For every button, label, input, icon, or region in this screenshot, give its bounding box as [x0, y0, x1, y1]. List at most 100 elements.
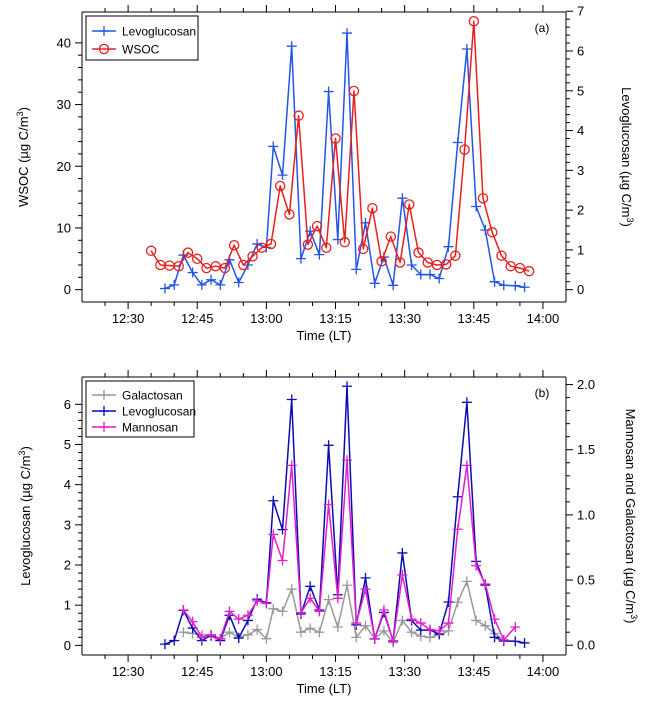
series-mannosan: [178, 455, 521, 647]
data-point: [233, 633, 244, 644]
data-point: [498, 635, 509, 646]
data-point: [323, 594, 334, 605]
data-point: [265, 238, 277, 250]
data-point: [510, 280, 521, 291]
data-point: [415, 618, 426, 629]
label-part: g C/m: [619, 183, 634, 218]
data-point: [385, 231, 397, 242]
data-point: [468, 16, 480, 27]
data-point: [461, 397, 472, 408]
y-right-tick-label: 7: [577, 4, 584, 19]
data-point: [277, 606, 288, 617]
series-line: [164, 385, 525, 645]
x-axis-title: Time (LT): [297, 328, 352, 343]
data-point: [489, 632, 500, 643]
data-point: [256, 242, 268, 253]
data-point: [450, 250, 461, 261]
data-point: [286, 394, 297, 405]
y-left-tick-label: 30: [57, 97, 71, 112]
data-point: [452, 137, 463, 148]
data-point: [268, 603, 279, 614]
data-point: [489, 276, 500, 287]
data-point: [311, 220, 323, 232]
series-line: [182, 459, 516, 643]
legend-label: Levoglucosan: [122, 25, 196, 39]
data-point: [394, 257, 406, 268]
data-point: [268, 495, 279, 506]
data-point: [443, 241, 454, 252]
y-left-axis-title: WSOC (µg C/m3): [15, 107, 31, 207]
x-tick-label: 12:30: [112, 664, 145, 679]
data-point: [360, 584, 371, 595]
x-tick-label: 13:15: [319, 664, 352, 679]
data-point: [187, 616, 198, 627]
data-point: [342, 28, 353, 39]
data-point: [459, 144, 470, 155]
y-left-tick-label: 4: [64, 477, 71, 492]
data-point: [471, 201, 482, 212]
data-point: [238, 259, 249, 271]
data-point: [286, 584, 297, 595]
data-point: [323, 499, 334, 510]
y-right-tick-label: 1.0: [577, 507, 595, 522]
legend-marker: [99, 390, 109, 400]
data-point: [268, 141, 279, 152]
y-right-tick-label: 2.0: [577, 377, 595, 392]
data-point: [510, 636, 521, 647]
legend: Galactosan Levoglucosan Mannosan: [85, 380, 196, 438]
data-point: [434, 625, 445, 636]
y-left-tick-label: 20: [57, 159, 71, 174]
data-point: [443, 596, 454, 607]
legend-marker: [99, 406, 109, 416]
data-point: [523, 265, 535, 277]
data-point: [295, 627, 306, 638]
panel-tag: (b): [535, 386, 550, 400]
data-point: [348, 85, 360, 97]
legend-label: Mannosan: [122, 421, 178, 435]
data-point: [196, 279, 207, 290]
data-point: [321, 242, 332, 253]
series-line: [150, 20, 530, 272]
data-point: [332, 621, 343, 632]
y-left-tick-label: 1: [64, 598, 71, 613]
data-point: [305, 593, 316, 604]
data-point: [378, 625, 389, 636]
y-left-tick-label: 5: [64, 437, 71, 452]
data-point: [351, 618, 362, 629]
label-part: g C/m: [18, 456, 33, 491]
data-point: [196, 632, 207, 643]
legend: Levoglucosan WSOC: [85, 15, 199, 61]
data-point: [404, 199, 415, 210]
data-point: [305, 581, 316, 592]
data-point: [224, 627, 235, 638]
x-tick-label: 12:45: [181, 664, 214, 679]
y-right-tick-label: 5: [577, 83, 584, 98]
data-point: [342, 455, 353, 466]
data-point: [360, 572, 371, 583]
data-point: [252, 624, 263, 635]
data-point: [443, 618, 454, 629]
x-tick-label: 12:45: [181, 311, 214, 326]
y-right-tick-label: 0: [577, 282, 584, 297]
label-part: Levoglucosan (: [18, 497, 33, 586]
data-point: [224, 606, 235, 617]
legend-marker: [98, 43, 110, 55]
data-point: [206, 274, 217, 285]
x-tick-label: 13:30: [388, 664, 421, 679]
data-point: [277, 555, 288, 566]
superscript: 3: [625, 217, 635, 222]
data-point: [247, 251, 258, 262]
data-point: [323, 86, 334, 97]
data-point: [413, 247, 424, 258]
data-point: [360, 620, 371, 631]
superscript: 3: [629, 614, 639, 619]
data-point: [477, 193, 489, 204]
data-point: [471, 560, 482, 571]
data-point: [268, 529, 279, 540]
data-point: [286, 41, 297, 52]
y-right-tick-label: 3: [577, 163, 584, 178]
y-right-tick-label: 4: [577, 123, 584, 138]
label-part: ): [18, 446, 33, 450]
data-point: [471, 615, 482, 626]
data-point: [219, 262, 231, 274]
